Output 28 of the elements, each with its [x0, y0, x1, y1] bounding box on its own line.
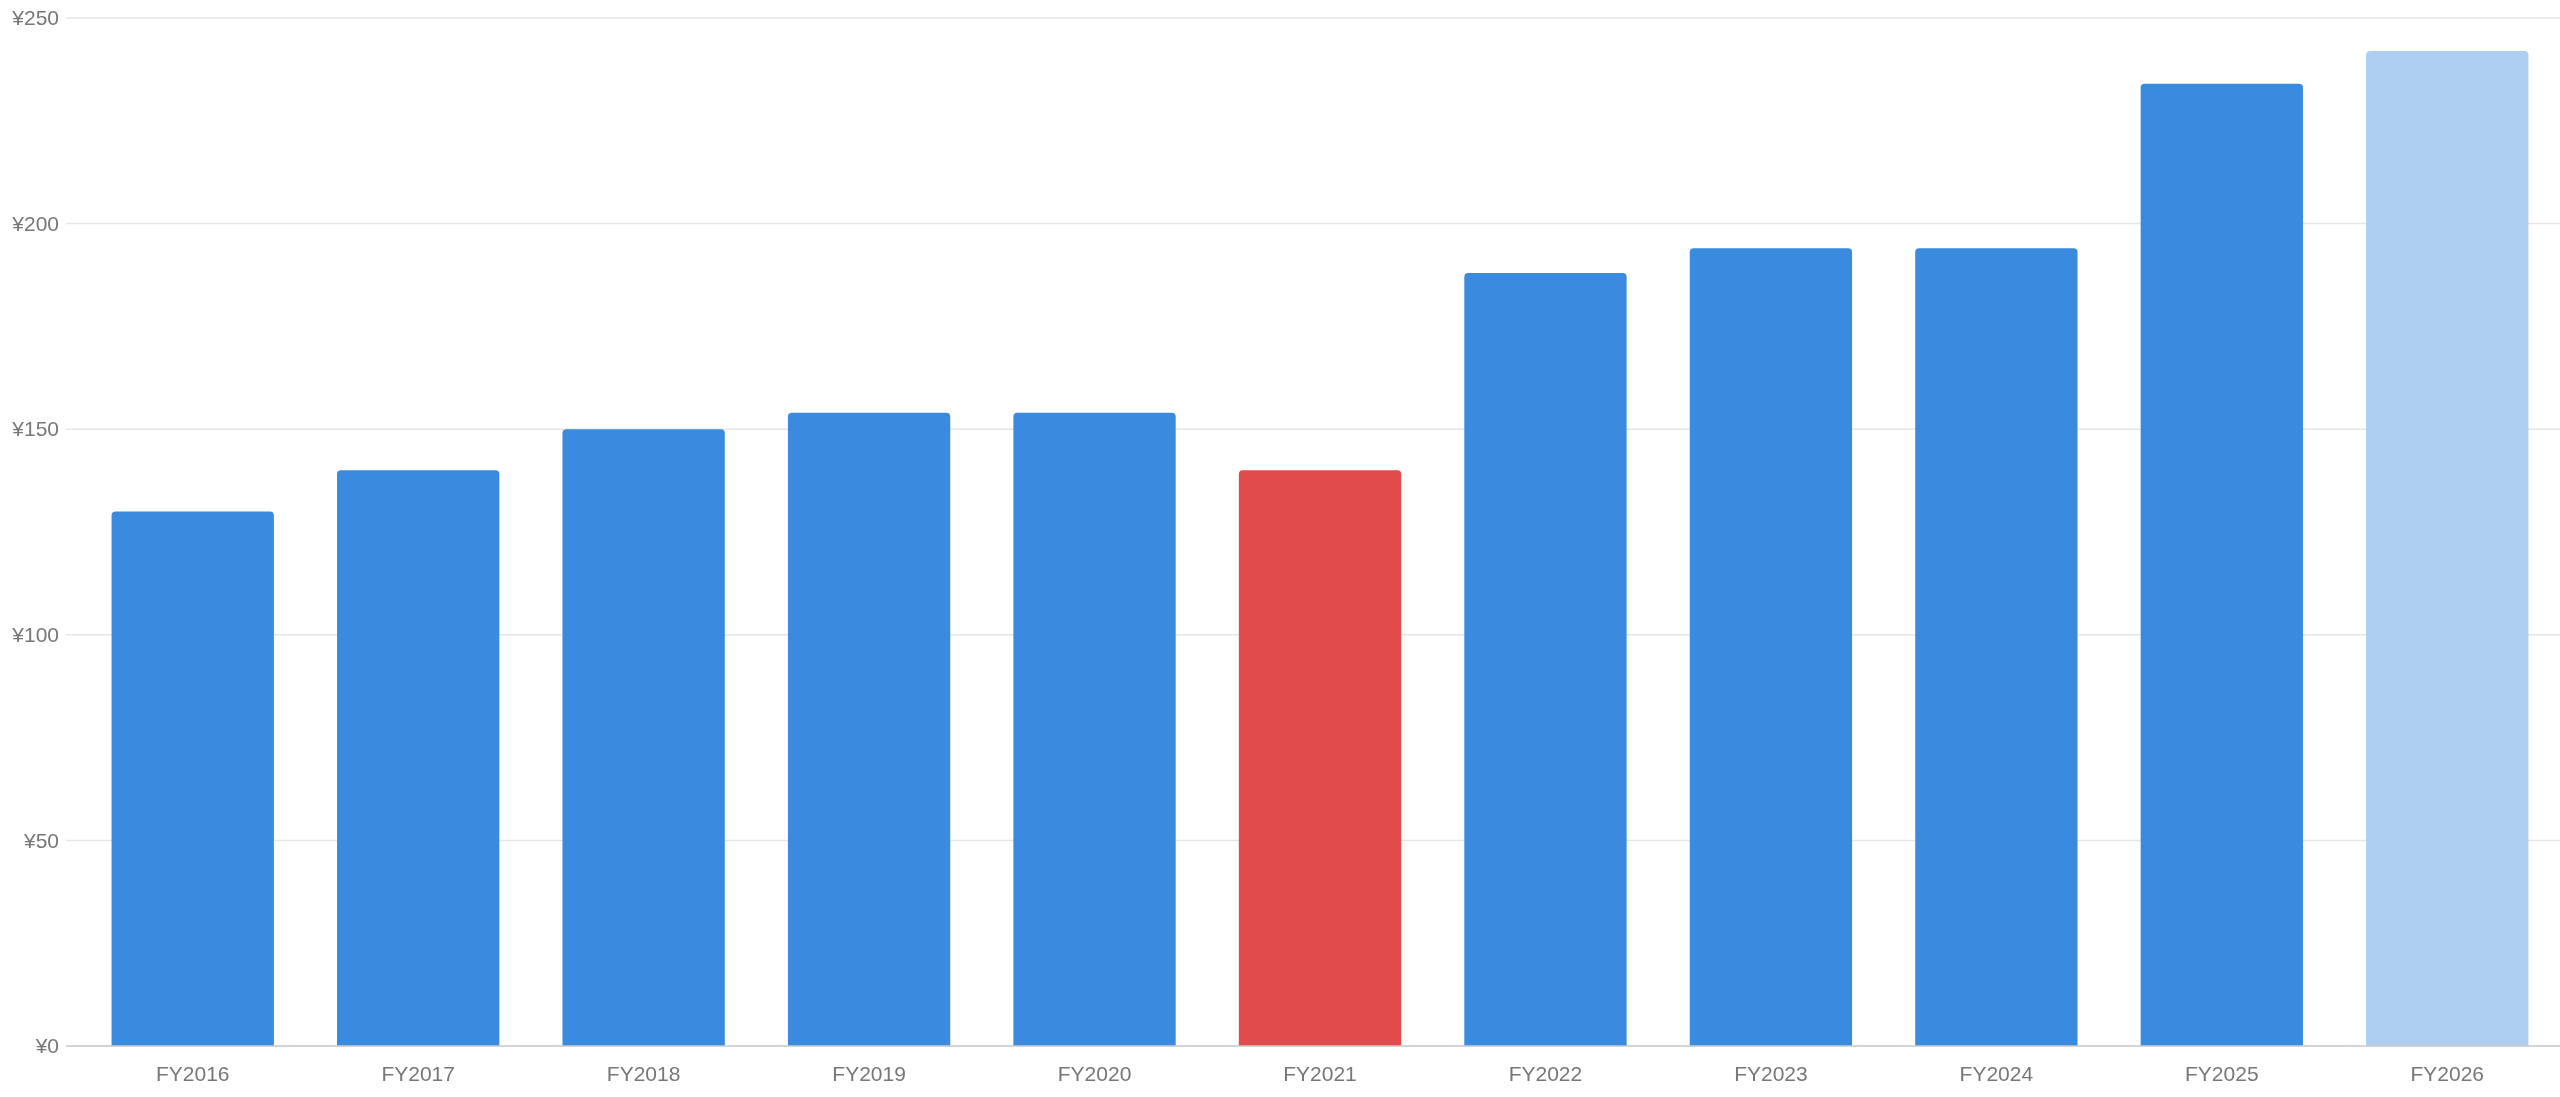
x-tick-label: FY2022: [1508, 1061, 1583, 1085]
x-tick-label: FY2018: [606, 1061, 681, 1085]
x-tick-label: FY2020: [1057, 1061, 1132, 1085]
bar: [1013, 412, 1176, 1046]
x-tick-label: FY2026: [2410, 1061, 2485, 1085]
y-tick-label: ¥200: [11, 211, 59, 235]
x-tick-label: FY2016: [155, 1061, 230, 1085]
y-tick-label: ¥0: [34, 1034, 59, 1058]
x-tick-label: FY2024: [1959, 1061, 2034, 1085]
bar: [1464, 272, 1627, 1046]
bar: [1915, 248, 2078, 1046]
bar: [1689, 248, 1853, 1046]
x-tick-label: FY2023: [1734, 1061, 1808, 1085]
y-tick-label: ¥100: [11, 623, 59, 647]
bar: [1238, 470, 1402, 1046]
x-tick-label: FY2021: [1283, 1061, 1357, 1085]
bar: [2366, 50, 2529, 1046]
x-tick-label: FY2025: [2185, 1061, 2259, 1085]
y-tick-label: ¥150: [11, 417, 59, 441]
bar: [337, 470, 500, 1046]
bar: [2140, 83, 2303, 1046]
x-tick-label: FY2017: [381, 1061, 455, 1085]
x-tick-label: FY2019: [832, 1061, 906, 1085]
y-tick-label: ¥250: [11, 6, 59, 30]
bar: [562, 429, 725, 1046]
bar: [111, 511, 274, 1046]
y-tick-label: ¥50: [22, 828, 59, 852]
bar: [787, 412, 951, 1046]
